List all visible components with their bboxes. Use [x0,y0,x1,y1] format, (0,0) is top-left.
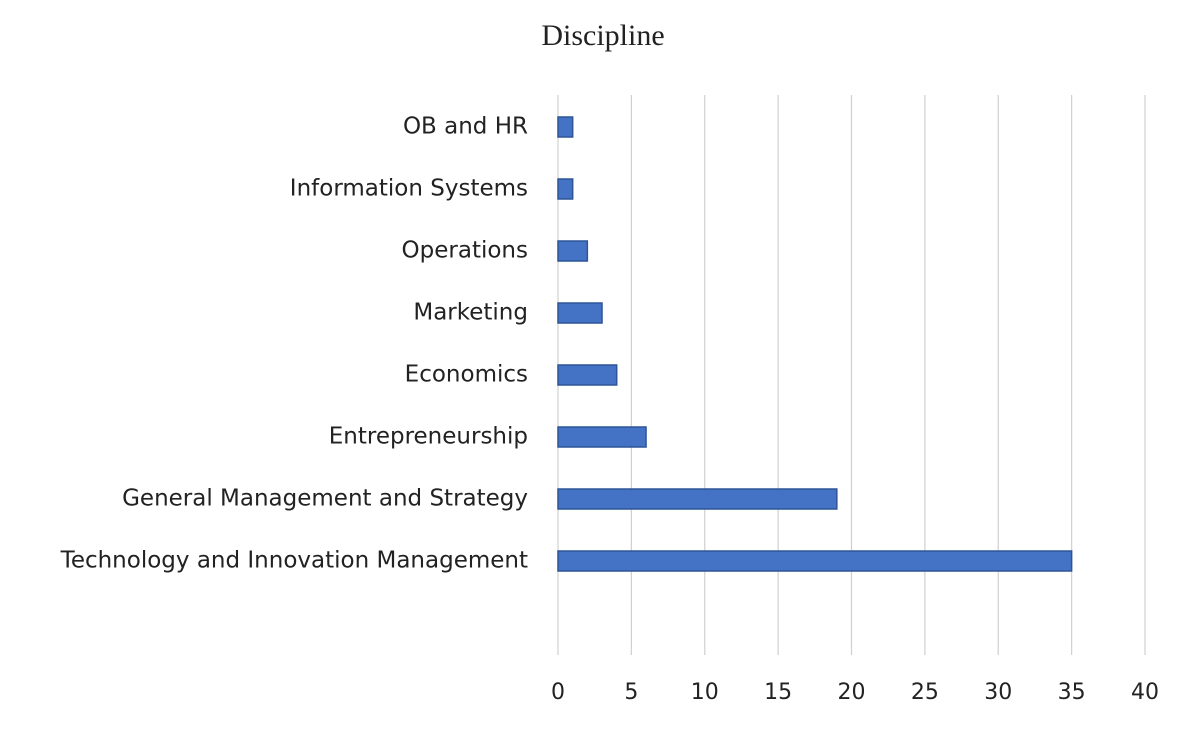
y-tick-label: Information Systems [290,176,528,202]
x-tick-label: 10 [691,680,719,705]
bar [557,364,618,386]
x-tick-label: 5 [624,680,638,705]
y-tick-label: General Management and Strategy [122,486,528,512]
y-tick-label: Operations [402,238,528,264]
x-tick-label: 30 [984,680,1012,705]
bar [557,178,574,200]
bar [557,550,1073,572]
bar [557,488,838,510]
chart-title: Discipline [541,19,664,52]
bar [557,302,603,324]
x-tick-label: 20 [838,680,866,705]
bar [557,240,589,262]
y-tick-label: OB and HR [403,114,528,140]
bar [557,116,574,138]
x-tick-label: 40 [1131,680,1159,705]
y-tick-label: Marketing [413,300,528,326]
y-tick-label: Technology and Innovation Management [60,548,528,574]
x-tick-label: 0 [551,680,565,705]
y-tick-label: Entrepreneurship [329,424,528,450]
x-tick-label: 25 [911,680,939,705]
bar [557,426,647,448]
x-tick-label: 35 [1058,680,1086,705]
y-tick-label: Economics [405,362,528,388]
x-tick-label: 15 [764,680,792,705]
